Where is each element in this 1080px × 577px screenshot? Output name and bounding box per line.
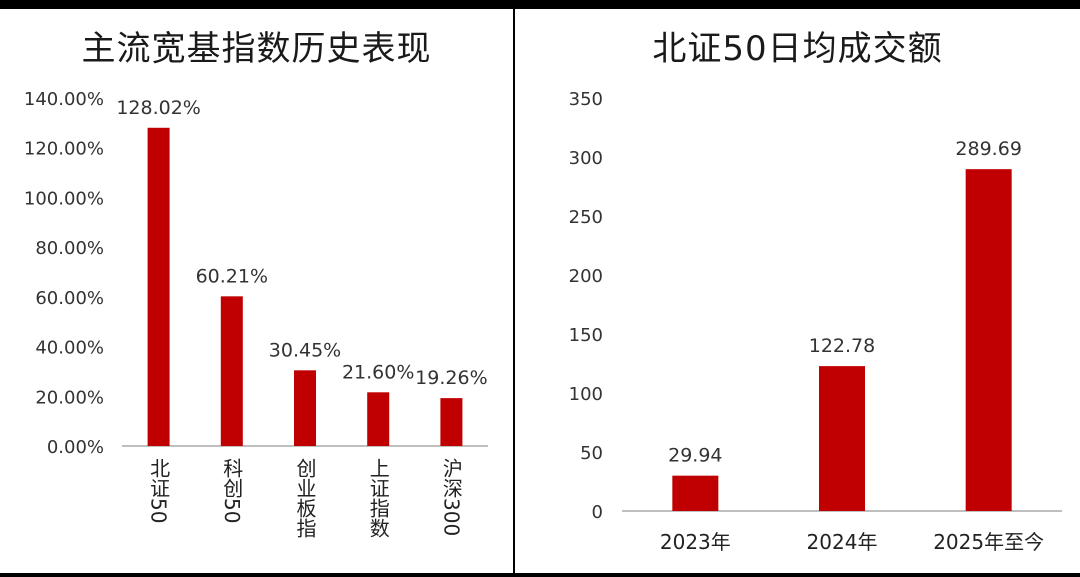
y-tick-label: 250 [569, 207, 603, 228]
category-label: 上证指数 [366, 458, 390, 538]
dashboard-frame: 主流宽基指数历史表现 0.00% 20.00% 40.00% 60.00% 80.00%… [0, 0, 1080, 577]
y-tick-label: 80.00% [35, 238, 104, 259]
bar [367, 392, 389, 446]
turnover-chart: 0 50 100 150 200 250 300 350 29.94 2023年 122.78 202… [515, 9, 1080, 573]
index-performance-panel: 主流宽基指数历史表现 0.00% 20.00% 40.00% 60.00% 80.00%… [0, 9, 513, 573]
data-label: 19.26% [415, 367, 487, 389]
category-label: 创业板指 [293, 458, 317, 538]
y-tick-label: 0.00% [47, 437, 104, 458]
y-tick-label: 300 [569, 148, 603, 169]
y-tick-label: 50 [580, 443, 603, 464]
y-tick-label: 40.00% [35, 338, 104, 359]
turnover-panel: 北证50日均成交额 0 50 100 150 200 250 300 350 29.94 2023… [515, 9, 1080, 573]
top-border [0, 0, 1080, 9]
category-label: 沪深300 [439, 458, 463, 537]
y-tick-label: 120.00% [24, 139, 104, 160]
bar [672, 476, 718, 511]
bottom-border [0, 573, 1080, 577]
bar [440, 398, 462, 446]
data-label: 128.02% [116, 97, 201, 119]
category-label: 科创50 [220, 458, 244, 524]
bar [221, 296, 243, 446]
y-tick-label: 140.00% [24, 89, 104, 110]
bar [294, 370, 316, 446]
y-tick-label: 350 [569, 89, 603, 110]
bar [148, 128, 170, 446]
data-label: 30.45% [269, 339, 341, 361]
category-label: 2025年至今 [933, 530, 1044, 554]
category-label: 2024年 [807, 530, 878, 554]
y-tick-label: 150 [569, 325, 603, 346]
data-label: 60.21% [196, 265, 268, 287]
data-label: 29.94 [668, 445, 722, 467]
bar [966, 169, 1012, 511]
category-label: 北证50 [147, 458, 171, 524]
data-label: 21.60% [342, 361, 414, 383]
data-label: 122.78 [809, 335, 875, 357]
data-label: 289.69 [955, 138, 1021, 160]
y-tick-label: 200 [569, 266, 603, 287]
y-tick-label: 20.00% [35, 387, 104, 408]
y-tick-label: 60.00% [35, 288, 104, 309]
index-performance-chart: 0.00% 20.00% 40.00% 60.00% 80.00% 100.00% 120.… [0, 9, 513, 573]
y-tick-label: 100.00% [24, 188, 104, 209]
bar [819, 366, 865, 511]
y-tick-label: 100 [569, 384, 603, 405]
y-tick-label: 0 [592, 502, 603, 523]
category-label: 2023年 [660, 530, 731, 554]
